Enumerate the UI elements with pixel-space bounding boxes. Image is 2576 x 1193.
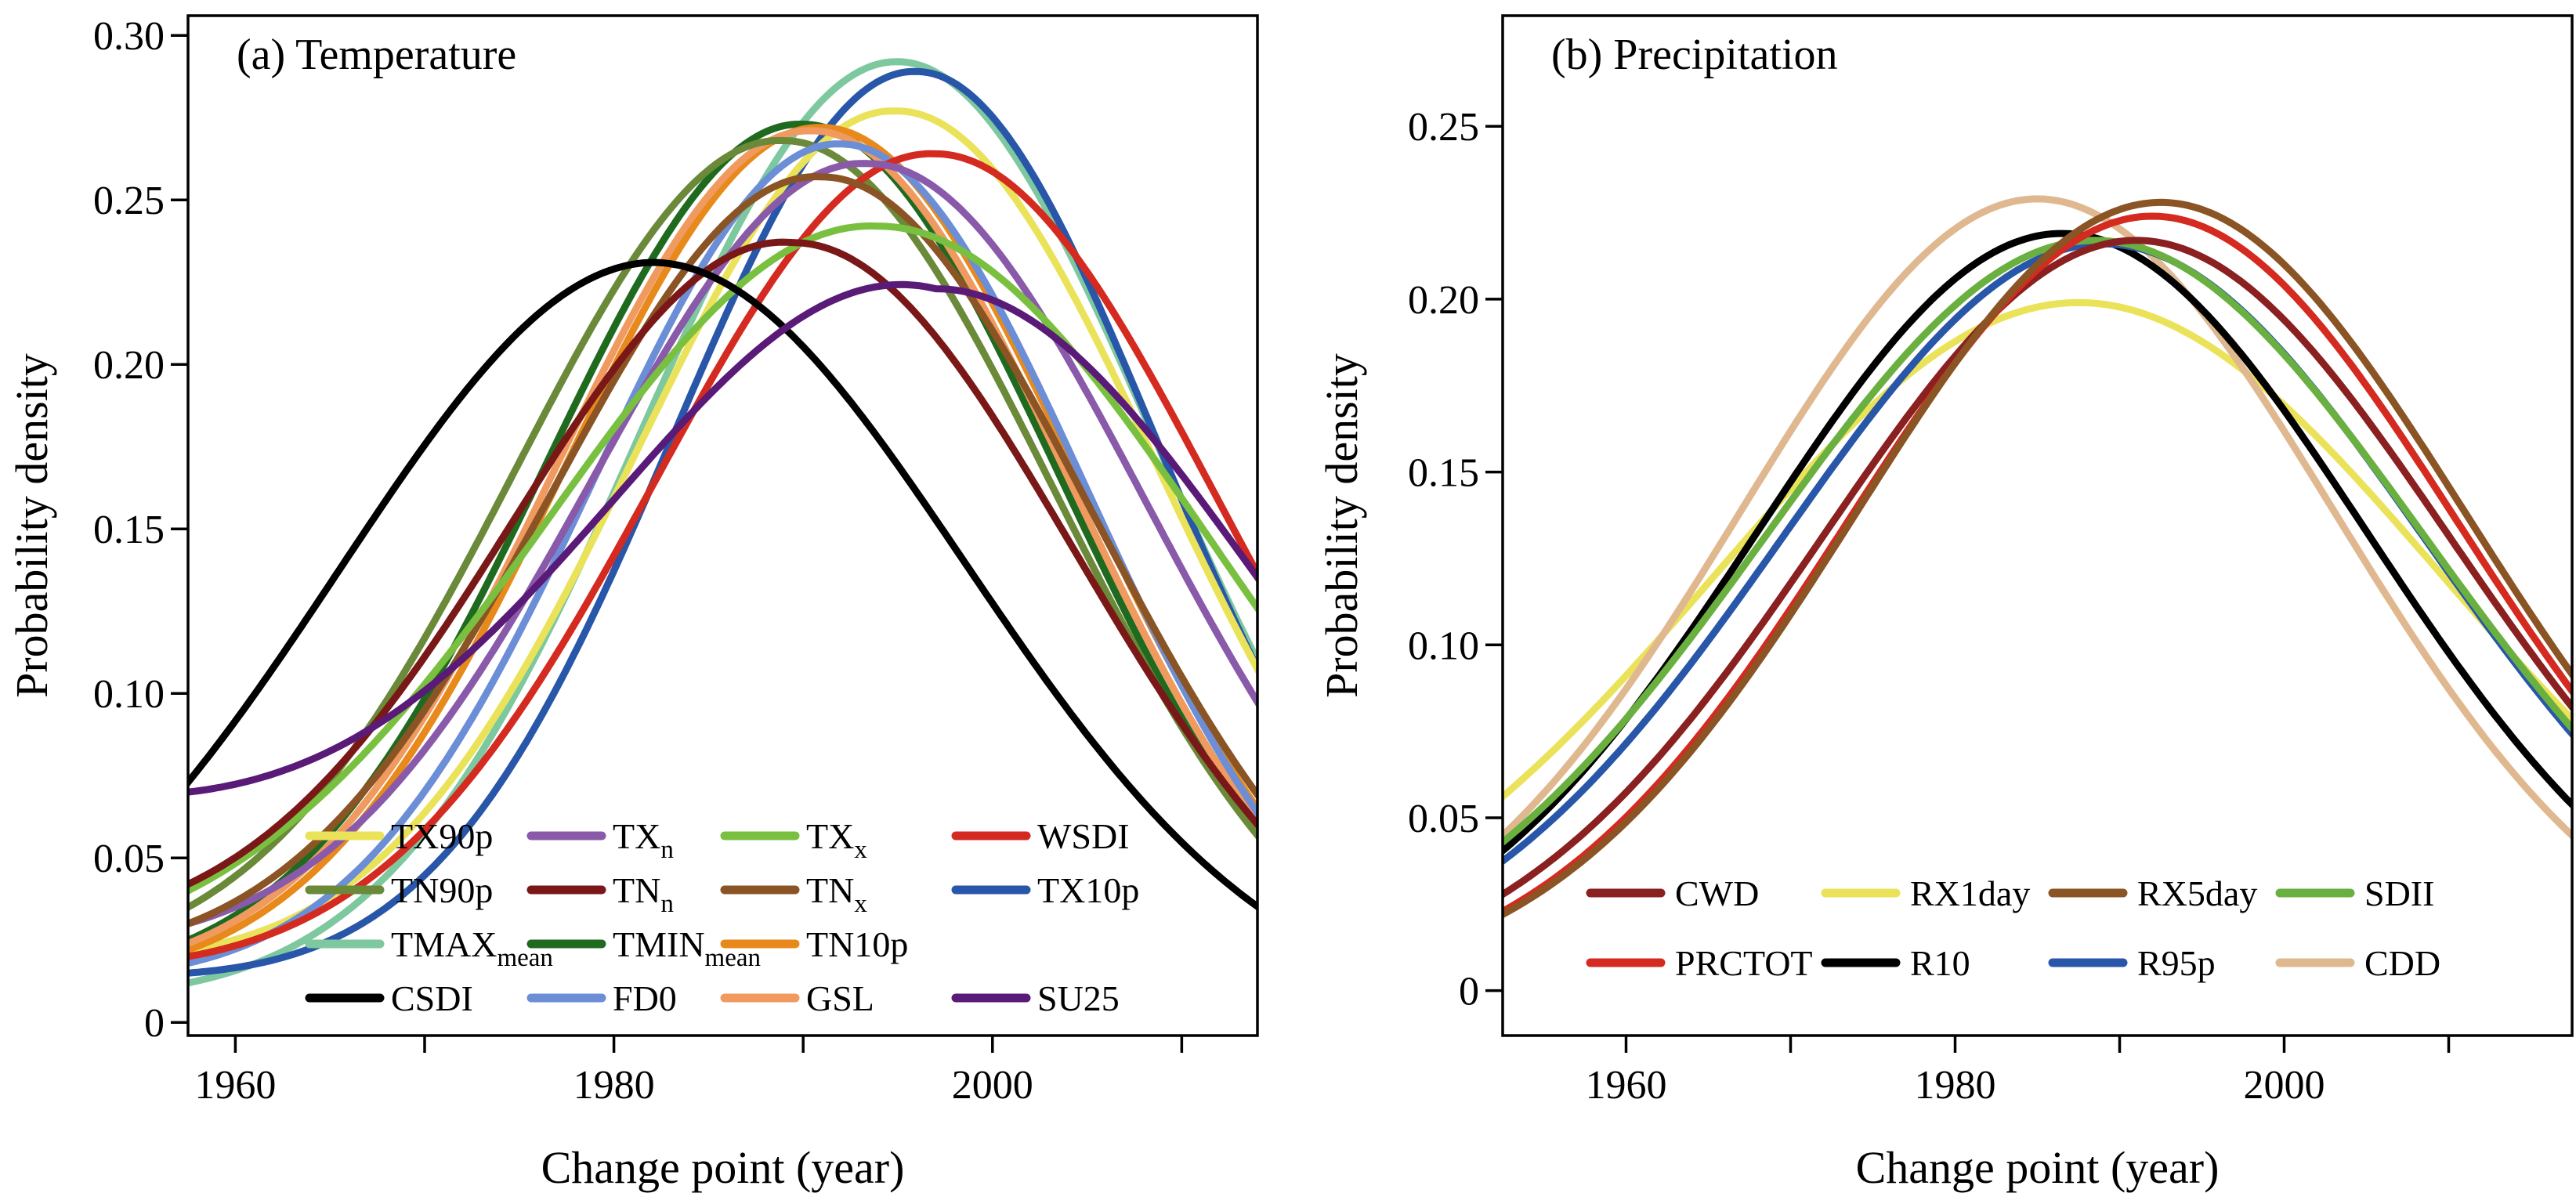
legend-label: TX10p: [1037, 870, 1139, 910]
legend-item-r10: R10: [1821, 943, 1970, 983]
legend-label: R95p: [2137, 943, 2216, 983]
legend-label: TXn: [613, 816, 674, 864]
x-tick-label: 2000: [2244, 1063, 2325, 1108]
x-tick-label: 1980: [1915, 1063, 1996, 1108]
legend-item-tn10p: TN10p: [720, 924, 908, 964]
y-tick-label: 0.25: [93, 179, 165, 223]
legend-label: TXx: [806, 816, 867, 864]
y-tick-label: 0.10: [93, 672, 165, 717]
legend-label: RX5day: [2137, 873, 2257, 913]
series-line-prctot: [1503, 212, 2572, 916]
legend-item-sdii: SDII: [2275, 873, 2434, 913]
y-axis-label: Probability density: [1316, 353, 1367, 698]
legend-item-rx5day: RX5day: [2048, 873, 2257, 913]
legend-item-rx1day: RX1day: [1821, 873, 2030, 913]
legend-item-tx10p: TX10p: [951, 870, 1139, 910]
series-line-r95p: [1503, 240, 2572, 866]
legend-label: TNx: [806, 870, 867, 918]
legend-label: TX90p: [391, 816, 493, 856]
panel-title: (a) Temperature: [237, 31, 516, 79]
series-line-tx10p: [188, 67, 1257, 977]
legend-item-csdi: CSDI: [305, 978, 473, 1018]
legend-item-tn-x: TNx: [720, 870, 867, 918]
series-line-rx5day: [1503, 198, 2572, 919]
legend-item-cwd: CWD: [1586, 873, 1759, 913]
legend-item-wsdi: WSDI: [951, 816, 1130, 856]
y-tick-label: 0: [144, 1001, 165, 1046]
legend: TX90p TXn TXx WSDI TN90p TNn TNx TX10p TMAXmean T…: [305, 816, 1139, 1018]
legend-label: GSL: [806, 978, 874, 1018]
legend-label: SDII: [2364, 873, 2434, 913]
legend-label: WSDI: [1037, 816, 1130, 856]
legend-item-tmin-mean: TMINmean: [526, 924, 761, 972]
x-axis-label: Change point (year): [1856, 1142, 2220, 1193]
legend-item-tx-n: TXn: [526, 816, 674, 864]
y-tick-label: 0: [1459, 970, 1479, 1014]
legend-label: CSDI: [391, 978, 473, 1018]
series-line-fd0: [188, 140, 1257, 967]
y-tick-label: 0.15: [1408, 451, 1479, 496]
legend-label: TMAXmean: [391, 924, 553, 972]
series-line-cwd: [1503, 237, 2572, 898]
legend-item-tx90p: TX90p: [305, 816, 493, 856]
x-axis-label: Change point (year): [541, 1142, 905, 1193]
legend-label: R10: [1910, 943, 1970, 983]
panel-precipitation: 1960 1980 2000 0 0.05 0.10 0.15 0.20 0.25 Change …: [1316, 14, 2574, 1193]
series-line-rx1day: [1503, 298, 2572, 801]
series-line-tx-n: [188, 160, 1257, 927]
legend-label: TNn: [613, 870, 674, 918]
series-line-tmax-mean: [188, 58, 1257, 987]
legend-item-fd0: FD0: [526, 978, 677, 1018]
legend-label: CDD: [2364, 943, 2440, 983]
y-tick-label: 0.15: [93, 508, 165, 552]
x-tick-label: 1960: [194, 1063, 276, 1108]
series-line-gsl: [188, 127, 1257, 948]
y-tick-label: 0.20: [1408, 278, 1479, 323]
x-tick-label: 1980: [573, 1063, 655, 1108]
legend-label: FD0: [613, 978, 677, 1018]
series-line-tn-x: [188, 173, 1257, 927]
series-line-csdi: [188, 258, 1257, 911]
series-line-su25: [188, 280, 1257, 796]
legend-label: SU25: [1037, 978, 1120, 1018]
x-tick-label: 2000: [952, 1063, 1033, 1108]
legend: CWD RX1day RX5day SDII PRCTOT R10 R95p CDD: [1586, 873, 2440, 983]
legend-label: CWD: [1675, 873, 1759, 913]
panel-temperature: 1960 1980 2000 0 0.05 0.10 0.15 0.20 0.25 0.30 Cha…: [6, 14, 1259, 1193]
y-tick-label: 0.10: [1408, 624, 1479, 668]
series-line-tn-n: [188, 238, 1257, 888]
legend-label: RX1day: [1910, 873, 2030, 913]
legend-label: TMINmean: [613, 924, 761, 972]
plot-frame: [1501, 14, 2574, 1037]
legend-label: TN90p: [391, 870, 493, 910]
series-line-sdii: [1503, 237, 2572, 847]
y-tick-label: 0.05: [93, 837, 165, 881]
legend-item-cdd: CDD: [2275, 943, 2440, 983]
legend-label: PRCTOT: [1675, 943, 1813, 983]
legend-item-prctot: PRCTOT: [1586, 943, 1813, 983]
curves: [188, 58, 1257, 987]
y-tick-label: 0.25: [1408, 105, 1479, 150]
curves: [1503, 195, 2572, 919]
panel-title: (b) Precipitation: [1551, 31, 1837, 79]
legend-item-r95p: R95p: [2048, 943, 2216, 983]
legend-item-tn-n: TNn: [526, 870, 674, 918]
legend-item-tmax-mean: TMAXmean: [305, 924, 553, 972]
y-tick-label: 0.20: [93, 343, 165, 388]
legend-item-tn90p: TN90p: [305, 870, 493, 910]
y-axis-label: Probability density: [6, 353, 57, 698]
series-line-cdd: [1503, 195, 2572, 841]
legend-label: TN10p: [806, 924, 908, 964]
y-tick-label: 0.05: [1408, 797, 1479, 841]
legend-item-tx-x: TXx: [720, 816, 867, 864]
x-tick-label: 1960: [1586, 1063, 1667, 1108]
plot-frame: [186, 14, 1259, 1037]
legend-item-gsl: GSL: [720, 978, 874, 1018]
legend-item-su25: SU25: [951, 978, 1120, 1018]
y-tick-label: 0.30: [93, 14, 165, 59]
